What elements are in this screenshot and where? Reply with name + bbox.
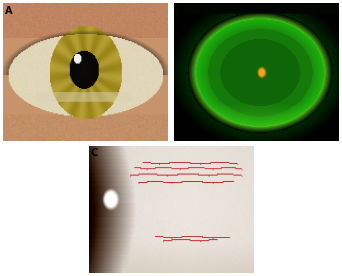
Text: C: C <box>91 148 98 158</box>
Text: B: B <box>176 6 184 15</box>
Text: A: A <box>5 6 13 15</box>
